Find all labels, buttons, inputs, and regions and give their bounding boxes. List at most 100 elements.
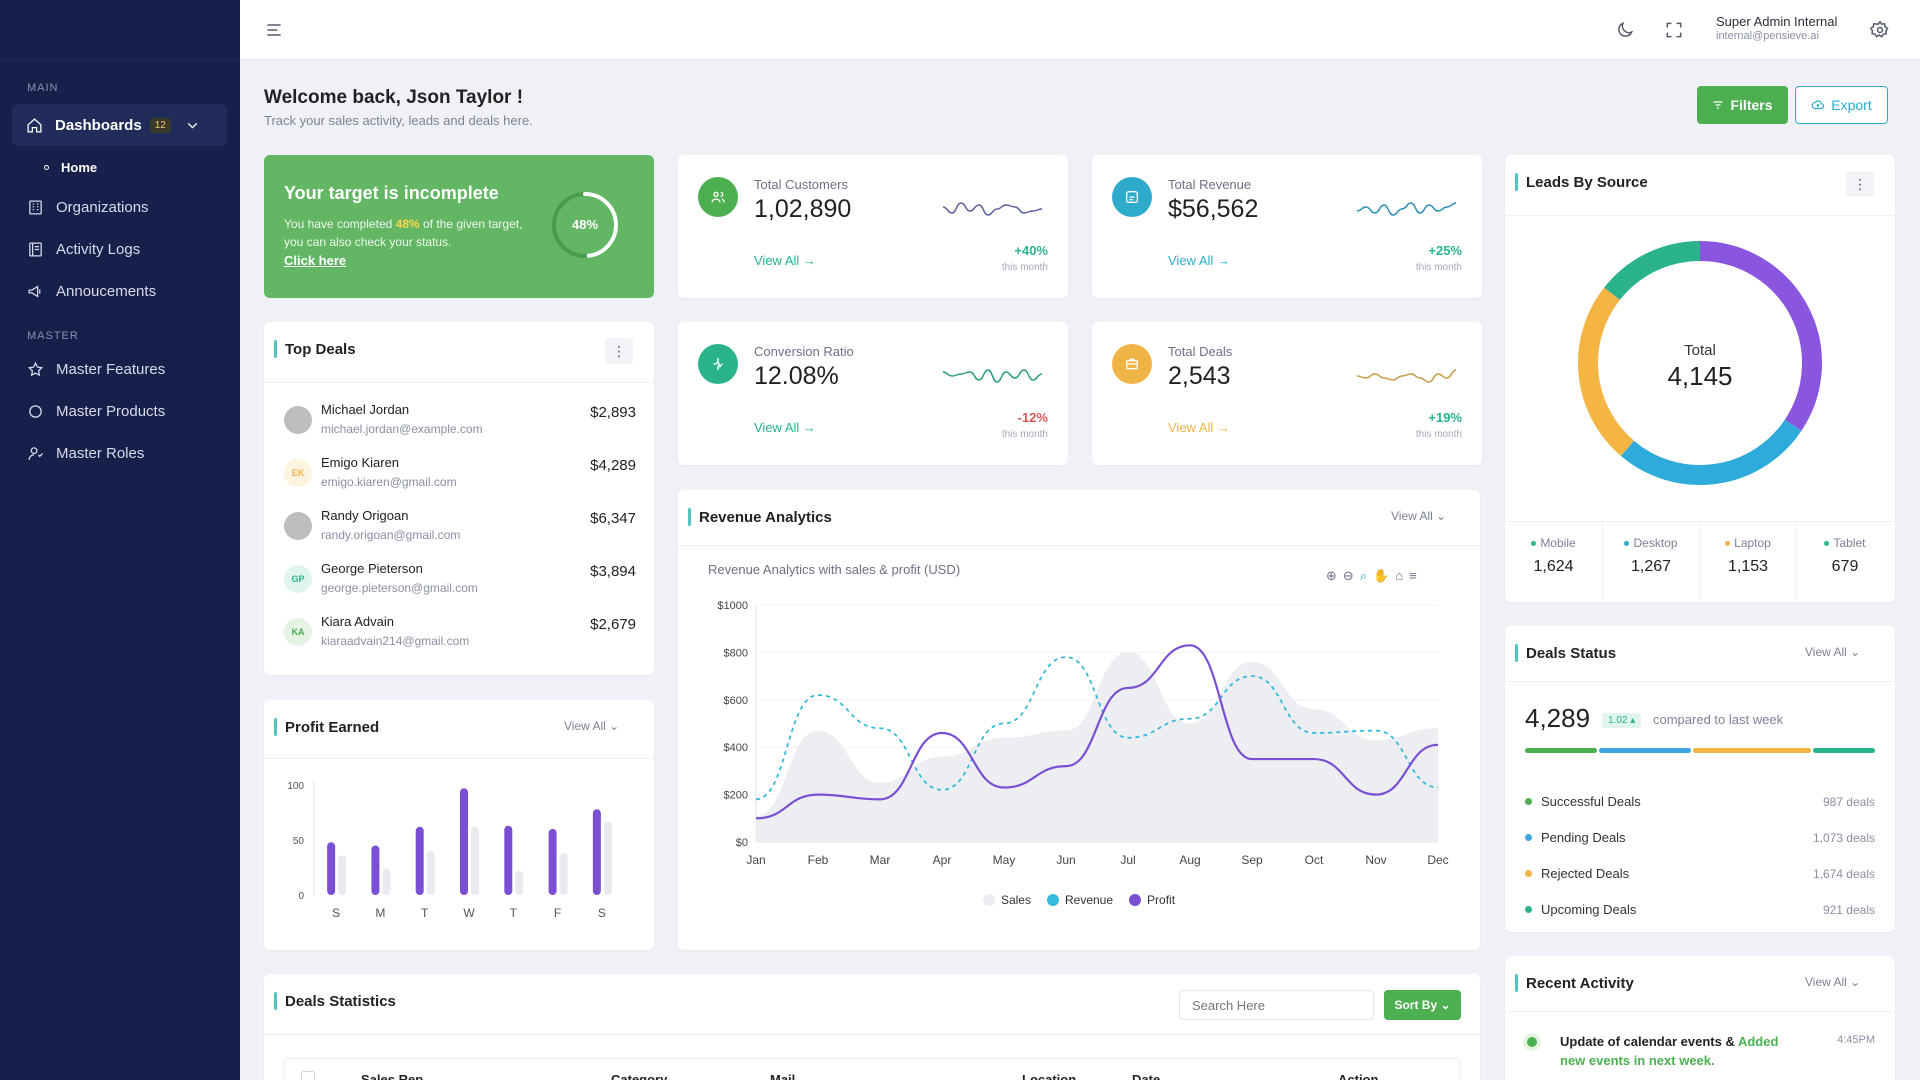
deal-amount: $3,894 (590, 563, 636, 580)
legend-item[interactable]: Revenue (1046, 893, 1113, 907)
sparkline-path (1357, 369, 1457, 383)
stat-view-all-link[interactable]: View All → (754, 420, 816, 435)
deal-name: Michael Jordan (321, 402, 410, 417)
legend-item[interactable]: Profit (1129, 893, 1175, 907)
hamburger-icon (267, 24, 281, 36)
user-name[interactable]: Super Admin Internal (1716, 14, 1838, 29)
select-all-checkbox[interactable] (301, 1071, 315, 1080)
deals-status-badge: 1.02 ▴ (1602, 713, 1642, 728)
badge-value: 1.02 (1608, 715, 1628, 726)
stat-change: +19% (1428, 410, 1462, 425)
home-icon (27, 117, 42, 133)
export-button[interactable]: Export (1795, 86, 1888, 124)
deals-status-view-all-dropdown[interactable]: View All ⌄ (1805, 645, 1860, 659)
recent-view-all-dropdown[interactable]: View All ⌄ (1805, 975, 1860, 989)
chart-menu-icon[interactable]: ≡ (1409, 568, 1417, 583)
sidebar-item-announcements[interactable]: Annoucements (0, 270, 240, 312)
deal-row[interactable]: Michael Jordan michael.jordan@example.com… (284, 402, 636, 446)
stat-icon (698, 344, 738, 384)
reset-home-icon[interactable]: ⌂ (1395, 568, 1404, 583)
x-tick-label: Apr (933, 853, 952, 867)
revenue-analytics-card: Revenue Analytics View All ⌄ Revenue Ana… (678, 490, 1480, 950)
activity-link[interactable]: Added new events in next week. (1560, 1034, 1779, 1068)
deals-status-header: Deals Status (1515, 644, 1616, 662)
theme-toggle-button[interactable] (1615, 20, 1635, 40)
sidebar-item-master-features[interactable]: Master Features (0, 348, 240, 390)
stat-card: Total Revenue $56,562 View All → +25% this m… (1092, 155, 1482, 298)
deals-search-input[interactable] (1179, 990, 1374, 1020)
stat-sparkline (943, 369, 1043, 383)
recent-activity-title: Recent Activity (1526, 974, 1634, 992)
user-roles-icon (27, 446, 43, 460)
pan-hand-icon[interactable]: ✋ (1373, 568, 1390, 583)
stat-view-all-link[interactable]: View All → (1168, 253, 1230, 268)
table-column-header[interactable]: Sales Rep (361, 1072, 424, 1080)
legend-dot-icon (1129, 894, 1142, 906)
target-click-here-link[interactable]: Click here (284, 253, 347, 268)
sort-by-button[interactable]: Sort By ⌄ (1384, 990, 1461, 1020)
stat-change: +40% (1014, 243, 1048, 258)
stat-title: Conversion Ratio (754, 344, 854, 359)
stat-icon (1112, 344, 1152, 384)
stat-view-all-link[interactable]: View All → (754, 253, 816, 268)
leads-title: Leads By Source (1526, 173, 1648, 191)
stat-card: Conversion Ratio 12.08% View All → -12% this… (678, 322, 1068, 465)
profit-bar (426, 851, 435, 895)
settings-button[interactable] (1869, 20, 1890, 40)
zoom-out-icon[interactable]: ⊖ (1342, 568, 1354, 583)
profit-view-all-dropdown[interactable]: View All ⌄ (564, 719, 619, 733)
sidebar-item-master-products[interactable]: Master Products (0, 390, 240, 432)
source-value: 679 (1831, 558, 1859, 575)
profit-bar (338, 855, 347, 895)
legend-item[interactable]: Sales (982, 893, 1031, 907)
legend-dot-icon (1624, 540, 1630, 546)
revenue-chart-legend: Sales Revenue Profit (678, 893, 1480, 907)
table-column-header[interactable]: Date (1132, 1072, 1161, 1080)
deal-row[interactable]: KA Kiara Advain kiaraadvain214@gmail.com $2… (284, 614, 636, 658)
donut-slice (1578, 287, 1635, 456)
cloud-upload-icon (1811, 100, 1825, 110)
deal-row[interactable]: EK Emigo Kiaren emigo.kiaren@gmail.com $4,2… (284, 455, 636, 499)
chevron-down-icon[interactable] (184, 117, 201, 134)
legend-dot-icon (1531, 540, 1537, 546)
progress-segment (1693, 748, 1812, 753)
avatar: GP (284, 565, 312, 593)
stat-title: Total Customers (754, 177, 848, 192)
fullscreen-icon (1666, 22, 1682, 38)
table-column-header[interactable]: Mail (770, 1072, 796, 1080)
deal-row[interactable]: Randy Origoan randy.origoan@gmail.com $6,3… (284, 508, 636, 552)
profit-line (755, 644, 1439, 820)
progress-segment (1813, 748, 1875, 753)
legend-dot-icon (982, 894, 995, 906)
stat-view-all-link[interactable]: View All → (1168, 420, 1230, 435)
table-column-header[interactable]: Category (611, 1072, 668, 1080)
y-tick-label: $0 (736, 837, 748, 849)
deals-status-card: Deals Status View All ⌄ 4,289 1.02 ▴ com… (1505, 626, 1895, 932)
sidebar-item-master-roles[interactable]: Master Roles (0, 432, 240, 474)
table-column-header[interactable]: Location (1022, 1072, 1077, 1080)
magnify-icon[interactable]: ⌕ (1359, 568, 1368, 583)
revenue-view-all-dropdown[interactable]: View All ⌄ (1391, 509, 1446, 523)
deals-status-row: Rejected Deals 1,674 deals (1525, 866, 1875, 881)
deal-email: george.pieterson@gmail.com (321, 581, 478, 595)
sidebar-section-master: MASTER (27, 330, 79, 342)
profit-earned-header: Profit Earned (274, 718, 379, 736)
table-column-header[interactable]: Action (1338, 1072, 1379, 1080)
x-tick-label: Dec (1427, 853, 1448, 867)
sidebar-item-organizations[interactable]: Organizations (0, 186, 240, 228)
deal-row[interactable]: GP George Pieterson george.pieterson@gmail… (284, 561, 636, 605)
fullscreen-button[interactable] (1664, 20, 1684, 40)
sidebar-item-activity-logs[interactable]: Activity Logs (0, 228, 240, 270)
sidebar-item-home[interactable]: Home (0, 148, 240, 186)
view-all-label: View All (1805, 975, 1847, 989)
stat-period: this month (1001, 262, 1048, 273)
zoom-in-icon[interactable]: ⊕ (1326, 568, 1337, 583)
leads-menu-button[interactable]: ⋮ (1846, 171, 1874, 197)
menu-toggle-button[interactable] (264, 20, 284, 40)
sidebar-item-dashboards[interactable]: Dashboards 12 (12, 104, 227, 146)
deal-amount: $6,347 (590, 510, 636, 527)
top-deals-menu-button[interactable]: ⋮ (605, 338, 633, 364)
x-tick-label: S (332, 906, 340, 920)
deal-name: Kiara Advain (321, 614, 394, 629)
filters-button[interactable]: Filters (1697, 86, 1788, 124)
